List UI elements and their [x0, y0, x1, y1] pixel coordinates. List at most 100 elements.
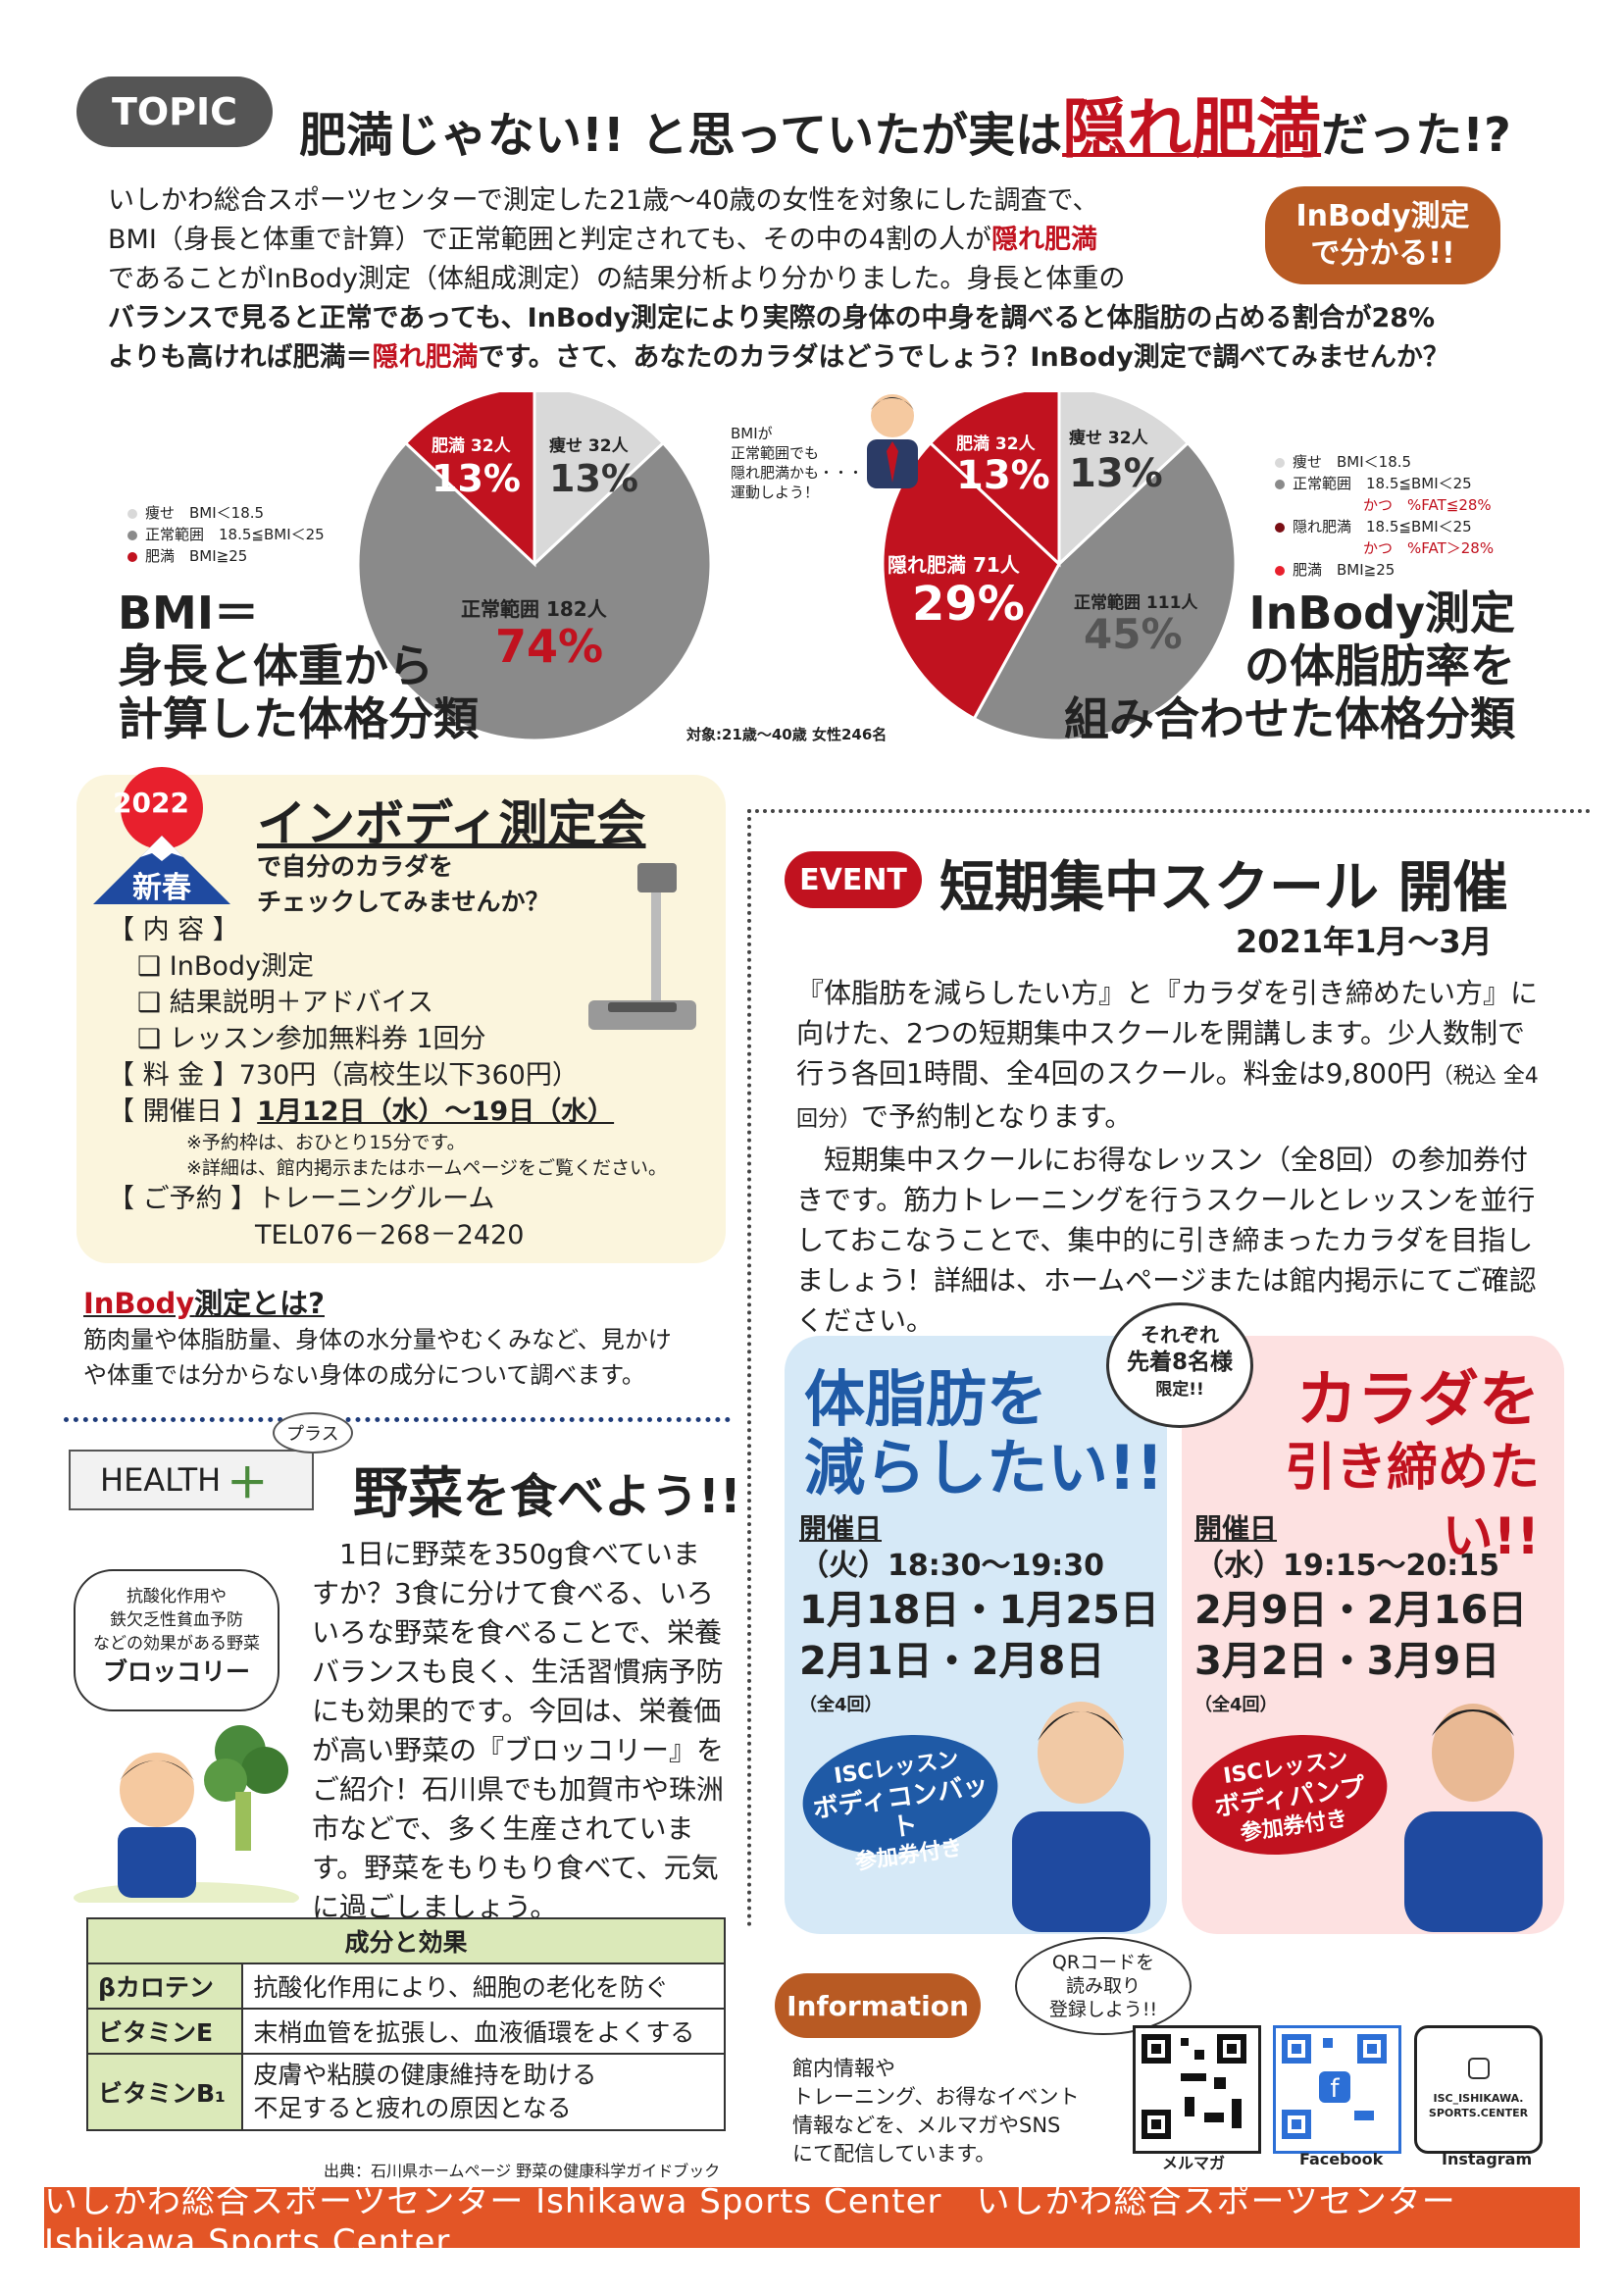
note: ※予約枠は、おひとり15分です。 — [186, 1132, 466, 1153]
footer-bar: いしかわ総合スポーツセンター Ishikawa Sports Center いし… — [44, 2182, 1580, 2262]
content-label: 【 内 容 】 — [108, 915, 239, 945]
subtitle-line: で自分のカラダを — [257, 852, 454, 881]
intro-line: いしかわ総合スポーツセンターで測定した21歳～40歳の女性を対象にした調査で、 — [108, 185, 1099, 216]
event-body: 『体脂肪を減らしたい方』と『カラダを引き締めたい方』に向けた、2つの短期集中スク… — [796, 973, 1551, 1341]
subtitle-line: チェックしてみませんか？ — [257, 888, 550, 916]
pie-chart-bmi — [356, 392, 713, 742]
title-line: 引き締めたい!! — [1284, 1439, 1540, 1566]
mountain-sun-icon — [93, 767, 230, 904]
topic-headline: 肥満じゃない!! と思っていたが実は隠れ肥満だった!? — [299, 76, 1511, 171]
table-row: βカロテン 抗酸化作用により、細胞の老化を防ぐ — [85, 1963, 726, 2010]
content-item: ❑ InBody測定 — [137, 951, 315, 982]
measure-title: インボディ測定会 — [257, 795, 646, 852]
broccoli-callout: 抗酸化作用や 鉄欠乏性貧血予防 などの効果がある野菜 ブロッコリー — [74, 1569, 279, 1711]
label: 32人 — [994, 434, 1036, 454]
health-badge: HEALTH ＋ — [69, 1450, 314, 1510]
reserve-row: 【 ご予約 】トレーニングルーム — [108, 1181, 667, 1217]
pie-slice-3 — [928, 392, 1061, 568]
nutrient-table: 成分と効果 βカロテン 抗酸化作用により、細胞の老化を防ぐ ビタミンE 末梢血管を拡… — [85, 1917, 726, 2131]
title-a: InBody — [83, 1287, 195, 1320]
legend-item: 正常範囲 18.5≦BMI＜25 — [1275, 473, 1494, 494]
course-b-schedule: 開催日 （水）19:15～20:15 2月9日・2月16日 3月2日・3月9日 … — [1194, 1510, 1527, 1724]
broccoli-man-icon — [74, 1725, 299, 1903]
date-value: 1月12日（水）～19日（水） — [257, 1096, 615, 1127]
reserve-label: 【 ご予約 】 — [108, 1184, 258, 1214]
legend-item: 隠れ肥満 18.5≦BMI＜25 — [1275, 516, 1494, 537]
label: 32人 — [1107, 429, 1148, 448]
label: 正常範囲 — [1074, 593, 1141, 613]
nutrient-effect: 末梢血管を拡張し、血液循環をよくする — [241, 2008, 726, 2055]
title-line: 減らしたい!! — [804, 1432, 1164, 1504]
event-badge: EVENT — [785, 851, 922, 908]
legend-text: 痩せ BMI＜18.5 — [1293, 453, 1412, 471]
mailmag-qr[interactable] — [1133, 2025, 1261, 2154]
label: 32人 — [587, 436, 629, 456]
intro-highlight: 隠れ肥満 — [372, 342, 479, 373]
pie-title-bmi: BMI＝ 身長と体重から 計算した体格分類 — [118, 586, 479, 745]
slice-label-normal-2: 正常範囲 111人 — [1074, 588, 1197, 613]
intro-text: BMI（身長と体重で計算）で正常範囲と判定されても、その中の4割の人が — [108, 225, 991, 255]
table-header-row: 成分と効果 — [86, 1917, 726, 1964]
slice-pct-hidden: 29% — [912, 577, 1025, 632]
handle-line: ISC_ISHIKAWA. — [1433, 2092, 1524, 2105]
intro-line: であることがInBody測定（体組成測定）の結果分析より分かりました。身長と体重… — [108, 264, 1126, 294]
limit-line: それぞれ — [1141, 1323, 1219, 1347]
table-row: ビタミンE 末梢血管を拡張し、血液循環をよくする — [85, 2008, 726, 2055]
year-label: 2022 — [113, 787, 189, 819]
dates: 2月1日・2月8日 — [799, 1639, 1105, 1684]
legend-text: 肥満 BMI≧25 — [145, 547, 248, 565]
horizontal-divider — [747, 809, 1591, 813]
limit-badge: それぞれ 先着8名様 限定!! — [1106, 1302, 1253, 1428]
legend-text: かつ %FAT＞28% — [1363, 539, 1495, 557]
callout-line: などの効果がある野菜 — [93, 1634, 260, 1654]
limit-line: 限定!! — [1155, 1380, 1204, 1400]
instagram-qr[interactable]: ISC_ISHIKAWA. SPORTS.CENTER — [1414, 2025, 1543, 2154]
limit-line: 先着8名様 — [1126, 1350, 1233, 1375]
headline-part-a: 肥満じゃない!! と思っていたが実は — [299, 108, 1063, 163]
time: （水）19:15～20:15 — [1194, 1549, 1499, 1583]
headline-highlight: 隠れ肥満 — [1062, 91, 1322, 167]
source-note: 出典：石川県ホームページ 野菜の健康科学ガイドブック — [324, 2162, 721, 2180]
title-line: InBody測定 — [1248, 586, 1515, 639]
label: 32人 — [470, 436, 511, 456]
legend-item: かつ %FAT＞28% — [1275, 537, 1494, 559]
instagram-icon-wrap — [1417, 2028, 1540, 2083]
info-badge: Information — [775, 1973, 981, 2038]
title-b: 測定とは? — [194, 1287, 325, 1320]
title-line: 組み合わせた体格分類 — [1064, 692, 1515, 745]
table-row: ビタミンB₁ 皮膚や粘膜の健康維持を助ける 不足すると疲れの原因となる — [85, 2053, 726, 2131]
speech-bubble: BMIが 正常範囲でも 隠れ肥満かも・・・ 運動しよう！ — [731, 425, 864, 501]
facebook-qr[interactable]: f — [1273, 2025, 1401, 2154]
inbody-badge-line: で分かる!! — [1310, 236, 1455, 271]
title-line: の体脂肪率を — [1244, 639, 1515, 692]
legend-text: かつ %FAT≦28% — [1363, 496, 1492, 514]
topic-badge: TOPIC — [76, 76, 273, 147]
course-b-title: カラダを 引き締めたい!! — [1201, 1365, 1540, 1571]
slice-label-normal: 正常範囲 182人 — [461, 593, 607, 622]
nutrient-effect: 抗酸化作用により、細胞の老化を防ぐ — [241, 1963, 726, 2010]
title-line: 身長と体重から — [118, 639, 433, 692]
inbody-badge: InBody測定 で分かる!! — [1265, 186, 1500, 284]
date-row: 【 開催日 】1月12日（水）～19日（水） — [108, 1094, 667, 1130]
callout-name: ブロッコリー — [102, 1657, 250, 1686]
event-paragraph: 短期集中スクールにお得なレッスン（全8回）の参加券付きです。筋力トレーニングを行… — [796, 1144, 1537, 1337]
legend-item: 肥満 BMI≧25 — [127, 545, 325, 567]
pie-slice-0 — [533, 392, 666, 568]
label: 肥満 — [431, 436, 465, 456]
legend-text: 肥満 BMI≧25 — [1293, 561, 1396, 579]
inbody-machine-icon — [588, 863, 696, 1030]
vertical-divider — [747, 809, 751, 1927]
plus-icon: ＋ — [227, 1458, 269, 1507]
qr-bubble: QRコードを 読み取り 登録しよう!! — [1015, 1937, 1192, 2035]
topic-intro: いしかわ総合スポーツセンターで測定した21歳～40歳の女性を対象にした調査で、 … — [108, 181, 1530, 378]
fee-row: 【 料 金 】730円（高校生以下360円） — [108, 1057, 667, 1094]
slice-pct-thin-2: 13% — [1069, 451, 1163, 496]
plus-kana-bubble: プラス — [273, 1412, 353, 1453]
nutrient-name: βカロテン — [85, 1963, 244, 2010]
title-line: 体脂肪を — [804, 1363, 1048, 1435]
inbody-badge-line: InBody測定 — [1295, 199, 1470, 233]
table-header: 成分と効果 — [86, 1917, 726, 1964]
pie-chart-inbody — [881, 392, 1238, 742]
legend-item: 正常範囲 18.5≦BMI＜25 — [127, 524, 325, 545]
tel-number: TEL076－268－2420 — [255, 1220, 525, 1250]
